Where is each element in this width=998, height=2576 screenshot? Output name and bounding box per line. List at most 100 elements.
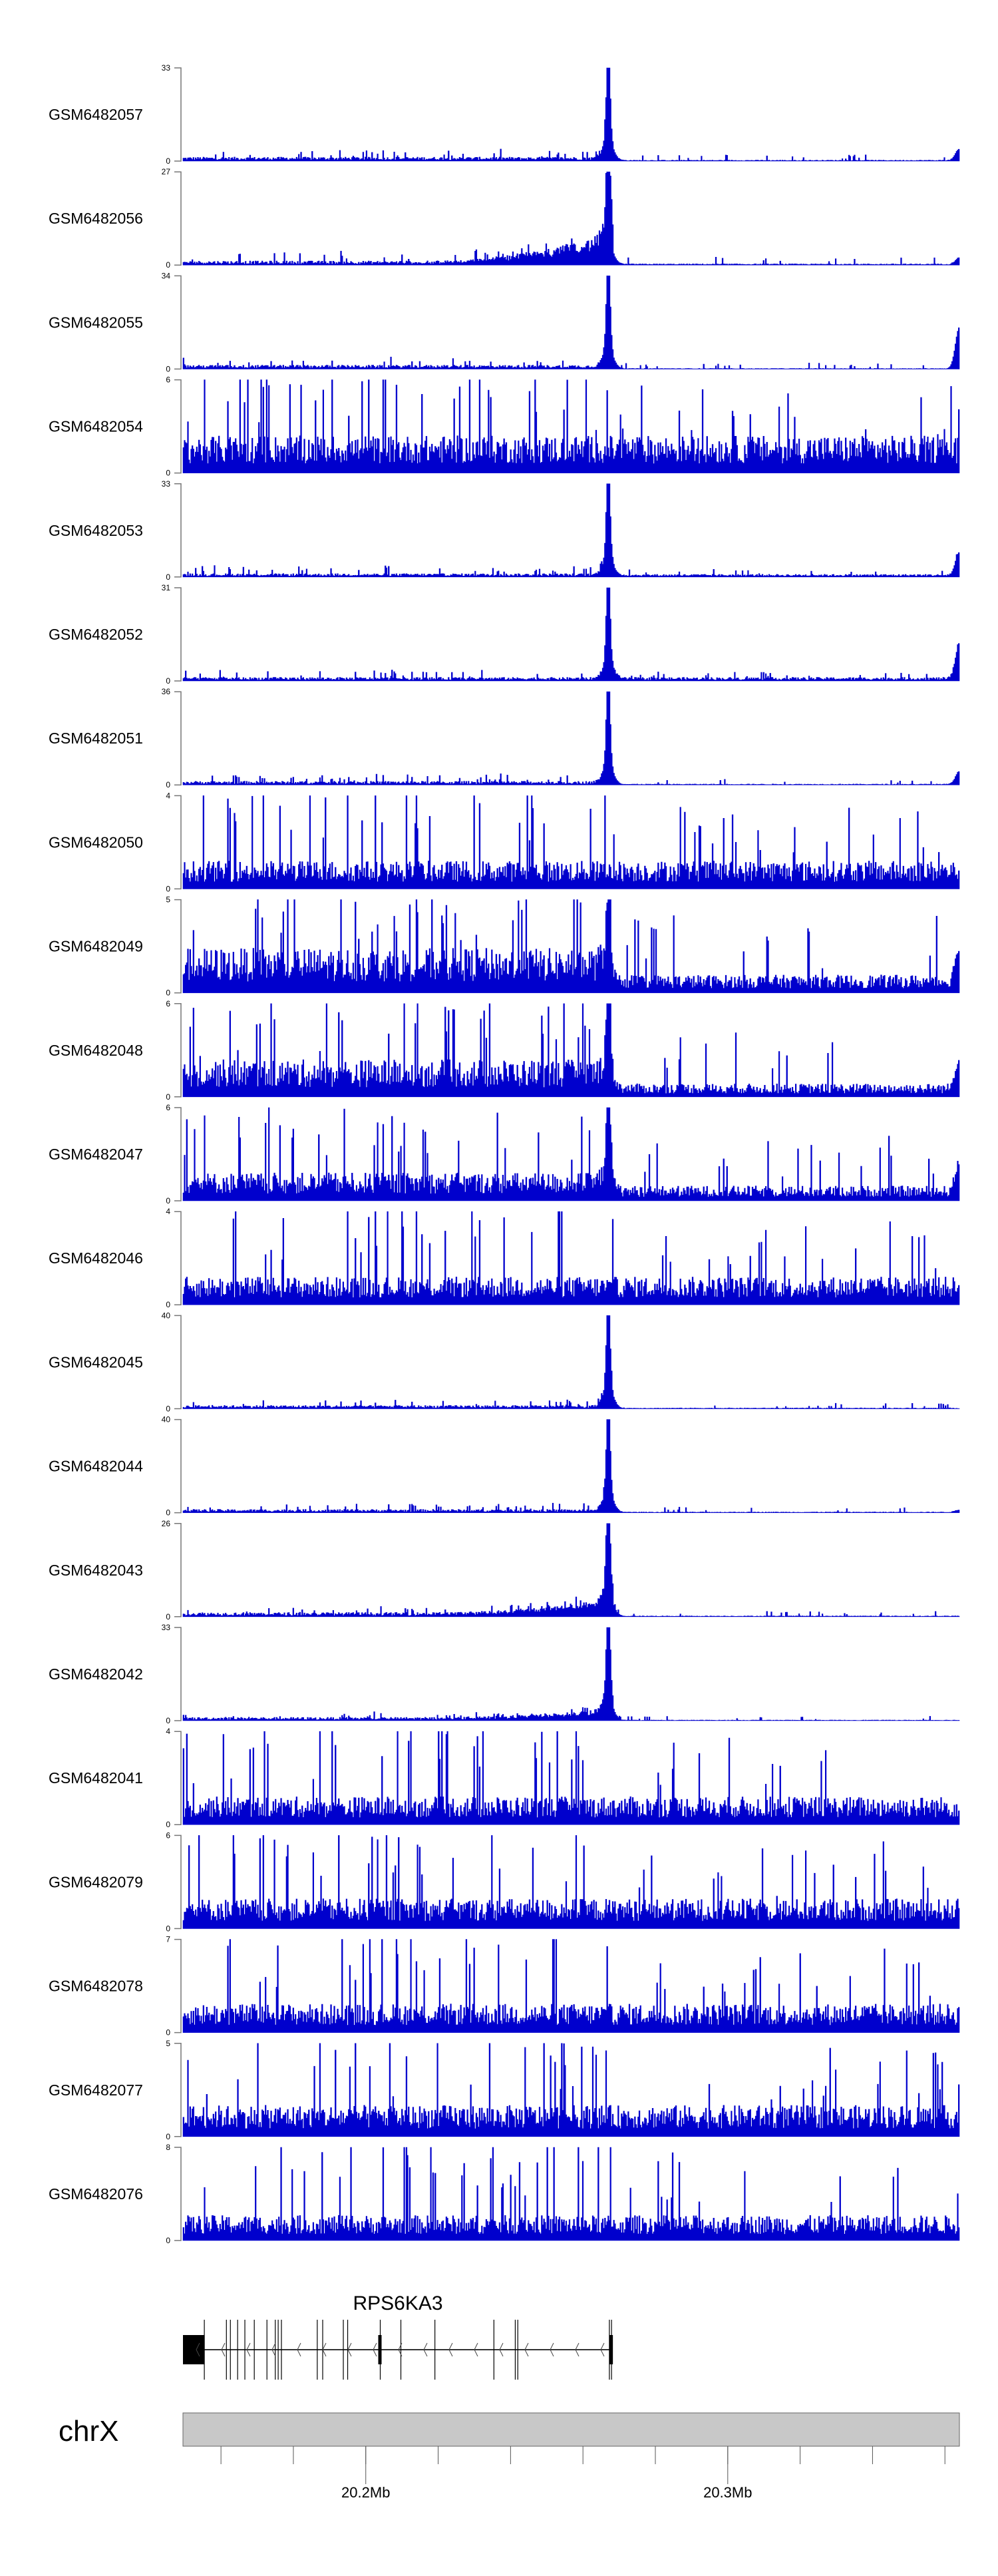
y-max-label: 6 xyxy=(166,1103,170,1112)
y-max-label: 31 xyxy=(162,583,171,592)
y-axis xyxy=(174,691,182,785)
signal-area xyxy=(182,1939,960,2033)
y-axis xyxy=(174,587,182,682)
signal-area xyxy=(182,2043,960,2137)
y-axis xyxy=(174,1315,182,1410)
signal-area xyxy=(182,1523,960,1617)
y-max-label: 26 xyxy=(162,1519,171,1528)
y-axis xyxy=(174,275,182,370)
signal-area xyxy=(182,795,960,889)
track-GSM6482051: GSM6482051 36 0 xyxy=(49,687,960,789)
track-label: GSM6482045 xyxy=(49,1353,143,1371)
strand-arrow-icon xyxy=(196,2342,200,2357)
y-min-label: 0 xyxy=(166,1820,170,1829)
strand-arrow-icon xyxy=(398,2342,403,2357)
track-GSM6482078: GSM6482078 7 0 xyxy=(49,1935,960,2038)
signal-tracks: GSM6482057330GSM6482056270GSM6482055340G… xyxy=(49,63,960,2245)
y-max-label: 8 xyxy=(166,2143,170,2152)
y-max-label: 5 xyxy=(166,2039,170,2048)
y-min-label: 0 xyxy=(166,1300,170,1309)
signal-area xyxy=(182,1731,960,1825)
y-max-label: 33 xyxy=(162,479,171,489)
track-GSM6482044: GSM6482044 40 0 xyxy=(49,1415,960,1518)
y-axis xyxy=(174,1938,182,2034)
track-label: GSM6482044 xyxy=(49,1458,143,1475)
y-max-label: 6 xyxy=(166,1830,170,1840)
signal-area xyxy=(182,691,960,785)
signal-area xyxy=(182,1315,960,1409)
signal-area xyxy=(182,1107,960,1201)
track-label: GSM6482046 xyxy=(49,1249,143,1267)
chromosome-bar xyxy=(182,2412,960,2447)
y-max-label: 36 xyxy=(162,687,171,696)
track-GSM6482048: GSM6482048 6 0 xyxy=(49,999,960,1102)
strand-arrow-icon xyxy=(246,2342,251,2357)
y-max-label: 4 xyxy=(166,1727,170,1736)
y-axis xyxy=(174,2043,182,2137)
track-GSM6482042: GSM6482042 33 0 xyxy=(49,1623,960,1725)
y-max-label: 7 xyxy=(166,1935,170,1944)
signal-area xyxy=(182,1211,960,1305)
y-axis xyxy=(174,379,182,474)
track-label: GSM6482053 xyxy=(49,522,143,539)
signal-area xyxy=(182,1627,960,1721)
track-label: GSM6482042 xyxy=(49,1665,143,1683)
track-label: GSM6482054 xyxy=(49,418,143,435)
y-max-label: 40 xyxy=(162,1415,171,1424)
y-min-label: 0 xyxy=(166,1508,170,1518)
track-label: GSM6482047 xyxy=(49,1146,143,1163)
track-label: GSM6482078 xyxy=(49,1978,143,1995)
signal-area xyxy=(182,276,960,369)
track-label: GSM6482043 xyxy=(49,1562,143,1579)
y-min-label: 0 xyxy=(166,364,170,373)
track-label: GSM6482049 xyxy=(49,938,143,955)
strand-arrow-icon xyxy=(524,2342,529,2357)
y-axis xyxy=(174,1731,182,1825)
track-label: GSM6482076 xyxy=(49,2185,143,2203)
y-max-label: 34 xyxy=(162,271,171,280)
track-label: GSM6482050 xyxy=(49,833,143,851)
signal-area xyxy=(182,67,960,162)
track-label: GSM6482079 xyxy=(49,1873,143,1890)
track-GSM6482052: GSM6482052 31 0 xyxy=(49,583,960,686)
y-min-label: 0 xyxy=(166,1716,170,1725)
gene-name-label: RPS6KA3 xyxy=(353,2292,442,2314)
y-axis xyxy=(174,1211,182,1305)
track-label: GSM6482051 xyxy=(49,730,143,747)
track-GSM6482056: GSM6482056 27 0 xyxy=(49,167,960,270)
y-max-label: 33 xyxy=(162,63,171,73)
y-min-label: 0 xyxy=(166,1924,170,1933)
y-axis xyxy=(174,67,182,162)
track-label: GSM6482055 xyxy=(49,314,143,331)
y-max-label: 33 xyxy=(162,1623,171,1632)
track-GSM6482079: GSM6482079 6 0 xyxy=(49,1830,960,1933)
y-min-label: 0 xyxy=(166,469,170,478)
track-GSM6482055: GSM6482055 34 0 xyxy=(49,271,960,373)
track-GSM6482076: GSM6482076 8 0 xyxy=(49,2143,960,2245)
y-max-label: 4 xyxy=(166,1207,170,1216)
y-axis xyxy=(174,1107,182,1201)
y-min-label: 0 xyxy=(166,2236,170,2245)
strand-arrow-icon xyxy=(221,2342,226,2357)
strand-arrow-icon xyxy=(575,2342,580,2357)
y-axis xyxy=(174,1627,182,1721)
y-min-label: 0 xyxy=(166,572,170,582)
track-GSM6482045: GSM6482045 40 0 xyxy=(49,1311,960,1413)
signal-area xyxy=(182,379,960,473)
y-axis xyxy=(174,483,182,578)
y-min-label: 0 xyxy=(166,1196,170,1205)
y-min-label: 0 xyxy=(166,260,170,270)
track-GSM6482046: GSM6482046 4 0 xyxy=(49,1207,960,1309)
gene-track: RPS6KA3 xyxy=(183,2292,613,2380)
coding-exon xyxy=(609,2335,613,2364)
y-min-label: 0 xyxy=(166,2132,170,2141)
y-min-label: 0 xyxy=(166,156,170,166)
signal-area xyxy=(182,1835,960,1929)
track-GSM6482047: GSM6482047 6 0 xyxy=(49,1103,960,1205)
y-max-label: 4 xyxy=(166,791,170,800)
track-GSM6482057: GSM6482057 33 0 xyxy=(49,63,960,166)
signal-area xyxy=(182,587,960,682)
track-label: GSM6482056 xyxy=(49,210,143,227)
track-label: GSM6482048 xyxy=(49,1042,143,1059)
